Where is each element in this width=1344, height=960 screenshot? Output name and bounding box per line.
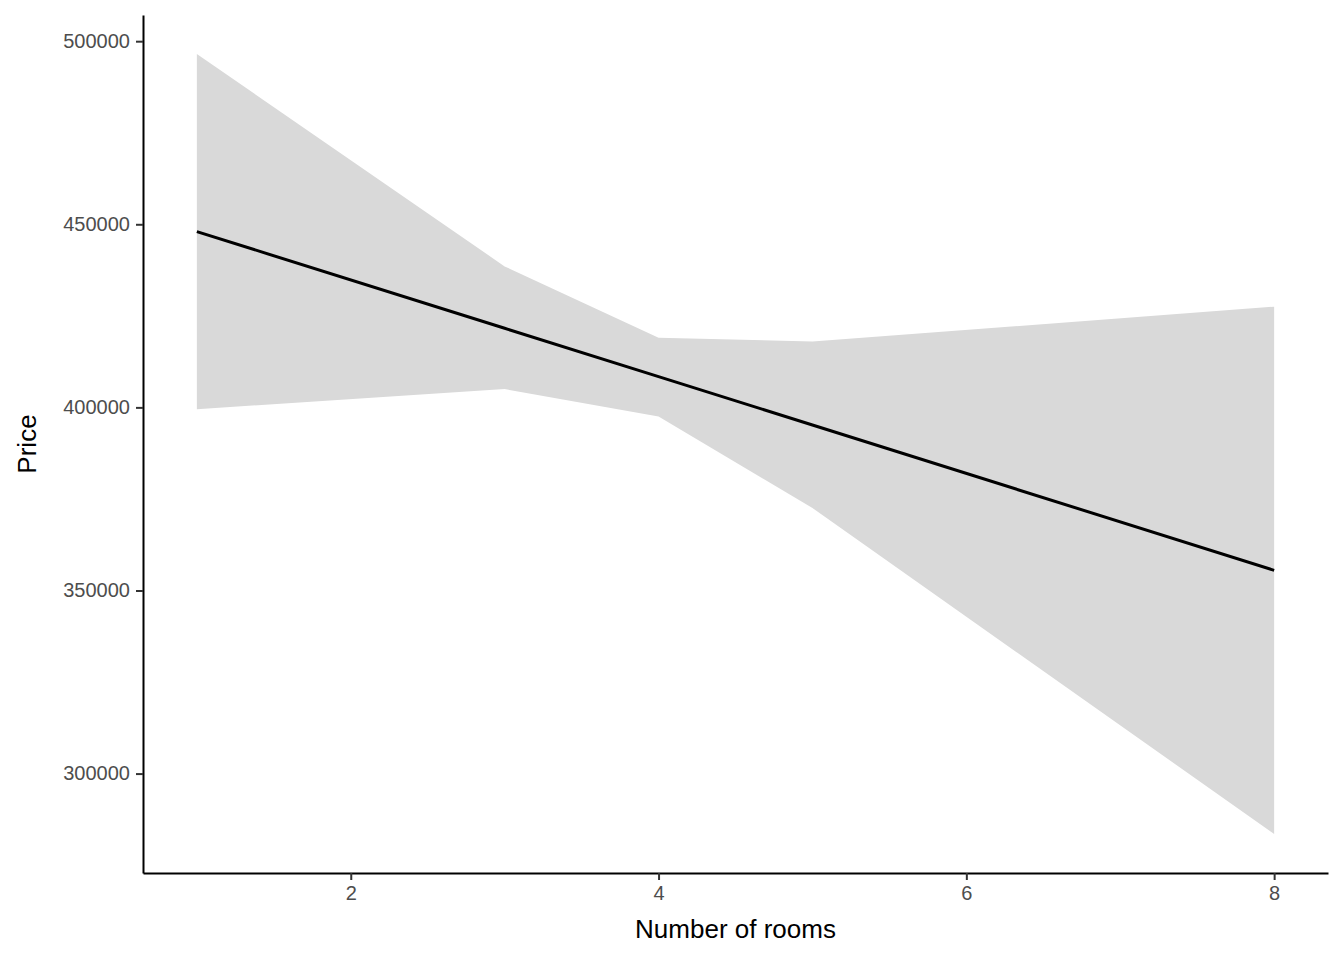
x-axis: 2 4 6 8 [144, 873, 1329, 904]
tick-mark [350, 873, 352, 880]
tick-label: 6 [961, 882, 972, 904]
tick-label: 4 [653, 882, 664, 904]
tick-label: 8 [1269, 882, 1280, 904]
tick-mark [136, 41, 143, 43]
marks [197, 54, 1274, 834]
tick-mark [136, 590, 143, 592]
tick-label: 2 [346, 882, 357, 904]
tick-mark [136, 773, 143, 775]
tick: 2 [346, 873, 357, 904]
tick-label: 300000 [63, 762, 130, 784]
tick-label: 350000 [63, 579, 130, 601]
tick: 400000 [63, 396, 143, 418]
tick-mark [1274, 873, 1276, 880]
tick: 6 [961, 873, 972, 904]
tick: 8 [1269, 873, 1280, 904]
tick: 300000 [63, 762, 143, 784]
fit-line [197, 232, 1274, 571]
tick-mark [136, 407, 143, 409]
tick: 350000 [63, 579, 143, 601]
y-axis: 300000 350000 400000 450000 500000 [63, 16, 143, 874]
tick-label: 450000 [63, 213, 130, 235]
y-axis-title: Price [12, 414, 42, 473]
confidence-band [197, 54, 1274, 834]
axis-line [143, 16, 145, 874]
tick-mark [658, 873, 660, 880]
axis-line [144, 873, 1329, 875]
plot: 2 4 6 8 300000 350000 400000 450000 500000 [63, 16, 1328, 905]
tick-mark [136, 224, 143, 226]
tick-label: 500000 [63, 30, 130, 52]
x-axis-title: Number of rooms [635, 914, 836, 944]
tick-mark [966, 873, 968, 880]
tick: 4 [653, 873, 664, 904]
chart: 2 4 6 8 300000 350000 400000 450000 500000 Number… [0, 0, 1344, 960]
tick: 450000 [63, 213, 143, 235]
tick: 500000 [63, 30, 143, 52]
tick-label: 400000 [63, 396, 130, 418]
